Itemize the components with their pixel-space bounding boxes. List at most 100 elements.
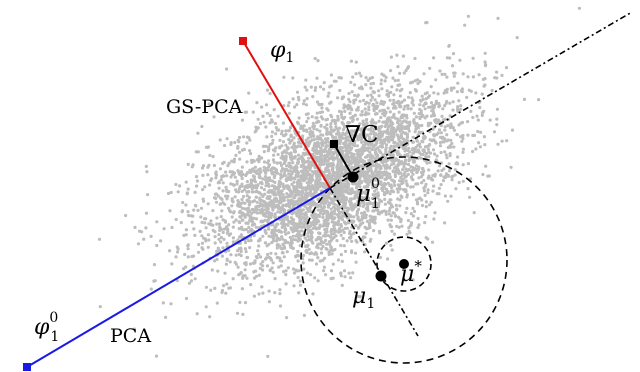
scatter-point: [437, 128, 442, 132]
scatter-point: [247, 203, 251, 207]
scatter-point: [268, 256, 273, 260]
scatter-point: [381, 171, 385, 175]
scatter-point: [289, 198, 293, 202]
scatter-point: [331, 158, 336, 162]
scatter-point: [420, 198, 424, 202]
scatter-point: [281, 185, 286, 189]
scatter-point: [343, 109, 347, 113]
scatter-point: [577, 6, 582, 10]
scatter-point: [325, 117, 330, 121]
scatter-point: [309, 251, 313, 255]
scatter-point: [305, 97, 309, 101]
scatter-point: [368, 239, 372, 243]
scatter-point: [374, 167, 378, 171]
scatter-point: [210, 268, 214, 272]
scatter-point: [244, 250, 248, 254]
scatter-point: [454, 187, 458, 191]
scatter-point: [461, 150, 465, 154]
scatter-point: [307, 247, 311, 251]
scatter-point: [370, 76, 374, 80]
scatter-point: [183, 252, 187, 257]
scatter-point: [294, 173, 298, 177]
scatter-point: [281, 182, 285, 186]
scatter-point: [279, 169, 283, 173]
scatter-point: [308, 140, 312, 144]
scatter-point: [266, 354, 270, 358]
scatter-point: [273, 121, 277, 126]
scatter-point: [354, 260, 358, 264]
scatter-point: [318, 185, 322, 189]
scatter-point: [346, 186, 350, 190]
scatter-point: [274, 168, 279, 172]
scatter-point: [355, 240, 359, 244]
scatter-point: [355, 94, 359, 98]
scatter-point: [239, 233, 243, 237]
scatter-point: [330, 232, 334, 236]
scatter-point: [268, 142, 272, 147]
scatter-point: [373, 98, 377, 102]
scatter-point: [451, 108, 455, 112]
scatter-point: [332, 79, 336, 83]
scatter-point: [257, 244, 261, 248]
scatter-point: [196, 150, 200, 154]
scatter-point: [385, 89, 389, 93]
scatter-point: [265, 135, 269, 139]
scatter-point: [349, 276, 353, 280]
scatter-point: [232, 160, 236, 164]
scatter-point: [291, 76, 295, 80]
scatter-point: [379, 180, 383, 184]
scatter-point: [435, 121, 439, 125]
scatter-point: [411, 103, 415, 107]
scatter-point: [254, 171, 258, 175]
scatter-point: [505, 139, 509, 143]
scatter-point: [426, 188, 430, 192]
scatter-point: [251, 110, 255, 114]
scatter-point: [267, 176, 272, 180]
scatter-point: [306, 116, 310, 120]
scatter-point: [450, 175, 454, 179]
scatter-point: [406, 218, 410, 223]
scatter-point: [340, 259, 344, 263]
scatter-point: [359, 153, 363, 157]
scatter-point: [337, 206, 341, 211]
scatter-point: [404, 179, 408, 183]
scatter-point: [268, 269, 272, 273]
scatter-point: [289, 166, 293, 170]
scatter-point: [515, 36, 519, 40]
scatter-point: [354, 72, 358, 76]
scatter-point: [200, 241, 205, 245]
scatter-point: [313, 225, 317, 229]
scatter-point: [186, 247, 190, 251]
scatter-point: [318, 259, 322, 263]
scatter-point: [230, 215, 234, 219]
scatter-point: [325, 242, 329, 246]
scatter-point: [212, 196, 217, 200]
scatter-point: [414, 124, 418, 128]
scatter-point: [412, 111, 416, 115]
scatter-point: [248, 200, 252, 204]
scatter-point: [355, 160, 359, 165]
scatter-point: [413, 130, 417, 134]
scatter-point: [495, 123, 499, 127]
scatter-point: [417, 176, 421, 180]
scatter-point: [486, 174, 490, 178]
scatter-point: [452, 86, 456, 90]
scatter-point: [325, 144, 329, 148]
scatter-point: [226, 164, 230, 168]
scatter-point: [229, 182, 233, 186]
scatter-point: [363, 155, 368, 159]
scatter-point: [349, 205, 353, 209]
scatter-point: [313, 155, 317, 159]
scatter-point: [280, 251, 284, 255]
scatter-point: [305, 120, 309, 124]
scatter-point: [311, 125, 315, 129]
scatter-point: [408, 224, 412, 228]
scatter-point: [338, 139, 343, 143]
scatter-point: [133, 225, 137, 229]
scatter-point: [400, 195, 404, 199]
scatter-point: [386, 106, 390, 110]
scatter-point: [184, 233, 188, 237]
scatter-point: [368, 158, 372, 162]
scatter-point: [472, 133, 477, 137]
scatter-point: [476, 129, 480, 134]
